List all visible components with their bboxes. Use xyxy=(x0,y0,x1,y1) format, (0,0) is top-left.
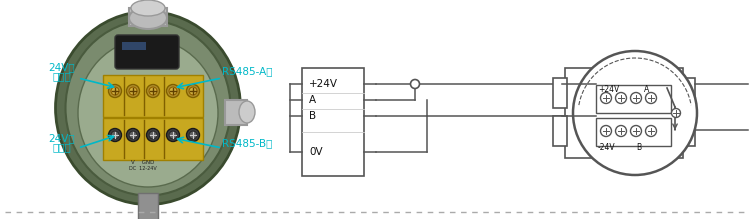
Ellipse shape xyxy=(129,7,167,29)
Text: +24V: +24V xyxy=(598,85,619,94)
Bar xyxy=(565,68,683,158)
Circle shape xyxy=(111,87,119,95)
Circle shape xyxy=(646,92,656,104)
Ellipse shape xyxy=(65,21,230,196)
Text: 源负极: 源负极 xyxy=(53,142,71,152)
Circle shape xyxy=(646,125,656,136)
Text: B: B xyxy=(636,143,641,152)
Bar xyxy=(596,85,671,113)
Circle shape xyxy=(169,131,177,139)
Circle shape xyxy=(146,129,160,141)
Text: RS485-B极: RS485-B极 xyxy=(222,138,272,148)
Bar xyxy=(225,100,247,125)
Circle shape xyxy=(166,85,179,97)
Bar xyxy=(122,42,146,50)
Text: RS485-A极: RS485-A极 xyxy=(222,66,272,76)
Text: B: B xyxy=(309,111,316,121)
Circle shape xyxy=(129,87,137,95)
Circle shape xyxy=(166,129,179,141)
Circle shape xyxy=(146,85,160,97)
Bar xyxy=(553,116,567,146)
Text: 24V电: 24V电 xyxy=(49,133,75,143)
Circle shape xyxy=(631,92,641,104)
Circle shape xyxy=(601,125,611,136)
Circle shape xyxy=(671,108,680,118)
Circle shape xyxy=(187,129,200,141)
Circle shape xyxy=(149,87,157,95)
Text: V    GND: V GND xyxy=(131,161,154,166)
Circle shape xyxy=(169,87,177,95)
Bar xyxy=(103,118,203,160)
Bar xyxy=(681,116,695,146)
Circle shape xyxy=(189,131,197,139)
Ellipse shape xyxy=(78,39,218,187)
Text: +24V: +24V xyxy=(309,79,338,89)
Circle shape xyxy=(631,125,641,136)
Ellipse shape xyxy=(131,0,165,16)
Text: 源正极: 源正极 xyxy=(53,71,71,81)
Bar xyxy=(103,75,203,117)
Text: 24V电: 24V电 xyxy=(49,62,75,72)
Circle shape xyxy=(129,131,137,139)
Bar xyxy=(302,68,364,176)
Bar xyxy=(681,78,695,108)
Circle shape xyxy=(111,131,119,139)
Text: -24V: -24V xyxy=(598,143,616,152)
Text: DC  12-24V: DC 12-24V xyxy=(129,166,157,171)
Circle shape xyxy=(109,129,122,141)
Bar xyxy=(596,118,671,146)
Bar xyxy=(553,78,567,108)
Circle shape xyxy=(573,51,697,175)
Text: A: A xyxy=(644,85,650,94)
Circle shape xyxy=(149,131,157,139)
FancyBboxPatch shape xyxy=(115,35,179,69)
Ellipse shape xyxy=(56,12,241,205)
Circle shape xyxy=(410,79,419,88)
Ellipse shape xyxy=(239,101,255,123)
Circle shape xyxy=(127,85,140,97)
Text: A: A xyxy=(309,95,316,105)
Circle shape xyxy=(127,129,140,141)
Bar xyxy=(138,193,158,219)
Bar xyxy=(129,8,167,26)
Circle shape xyxy=(109,85,122,97)
Text: 0V: 0V xyxy=(309,147,322,157)
Circle shape xyxy=(187,85,200,97)
Circle shape xyxy=(601,92,611,104)
Circle shape xyxy=(616,125,626,136)
Circle shape xyxy=(189,87,197,95)
Circle shape xyxy=(616,92,626,104)
